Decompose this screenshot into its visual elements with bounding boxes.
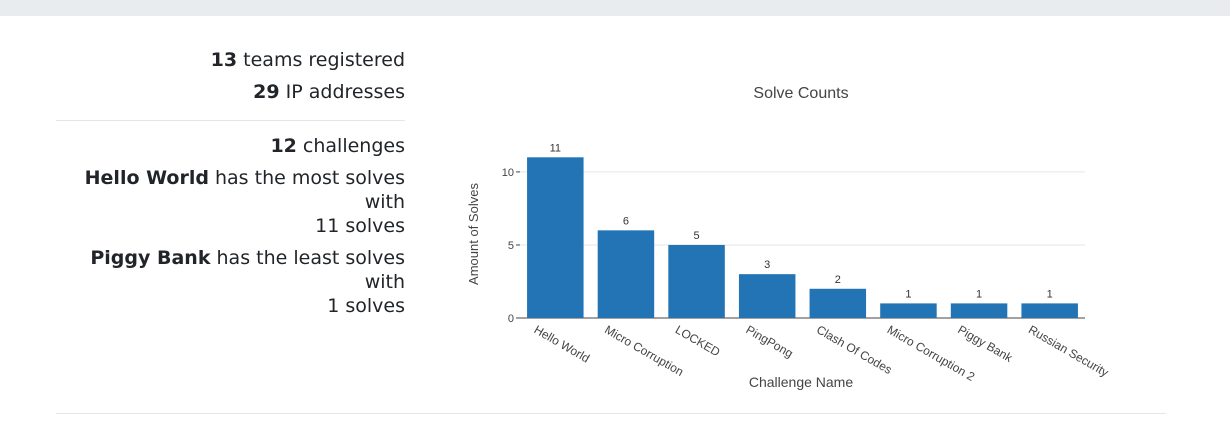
bar-value-label: 1 xyxy=(976,288,982,300)
bar[interactable] xyxy=(668,244,725,318)
bar-value-label: 1 xyxy=(905,288,911,300)
solve-counts-svg: Solve Counts Amount of Solves Challenge … xyxy=(466,85,1111,390)
y-tick-label: 10 xyxy=(502,167,514,179)
bar-value-label: 2 xyxy=(835,274,841,286)
solve-counts-chart: Solve Counts Amount of Solves Challenge … xyxy=(440,60,1160,405)
bar-value-label: 1 xyxy=(1047,288,1053,300)
most-solved-stat: Hello World has the most solves with 11 … xyxy=(56,166,405,238)
top-strip xyxy=(0,0,1230,16)
least-solved-stat: Piggy Bank has the least solves with 1 s… xyxy=(56,246,405,318)
y-axis-label: Amount of Solves xyxy=(466,183,481,285)
most-solved-name: Hello World xyxy=(84,167,209,189)
x-tick-label: Piggy Bank xyxy=(955,322,1015,365)
y-tick-label: 0 xyxy=(508,313,514,325)
challenges-count: 12 xyxy=(270,135,297,157)
teams-count: 13 xyxy=(210,49,238,71)
least-solved-text: has the least solves with xyxy=(210,247,406,293)
bottom-rule xyxy=(56,413,1166,414)
ip-count: 29 xyxy=(253,81,280,103)
bar[interactable] xyxy=(738,274,796,318)
x-tick-label: Russian Security xyxy=(1026,322,1111,379)
ip-addresses-stat: 29 IP addresses xyxy=(56,76,405,108)
x-tick-label: Hello World xyxy=(532,322,593,365)
teams-registered-stat: 13 teams registered xyxy=(56,44,405,76)
most-solved-count: 11 solves xyxy=(315,215,405,237)
least-solved-name: Piggy Bank xyxy=(90,247,211,269)
bar-value-label: 6 xyxy=(623,215,629,227)
bar[interactable] xyxy=(880,303,937,318)
bar-value-label: 3 xyxy=(764,259,770,271)
x-tick-label: Clash Of Codes xyxy=(814,322,894,376)
x-tick-label: LOCKED xyxy=(673,322,723,359)
x-tick-label: PingPong xyxy=(743,322,795,360)
registration-stats: 13 teams registered 29 IP addresses xyxy=(56,44,405,108)
most-solved-text: has the most solves with xyxy=(208,167,405,213)
challenge-stats: 12 challenges Hello World has the most s… xyxy=(56,134,405,326)
stats-divider xyxy=(56,120,405,121)
x-tick-label: Micro Corruption xyxy=(602,322,686,378)
challenges-stat: 12 challenges xyxy=(56,134,405,158)
bar[interactable] xyxy=(950,303,1008,318)
bar-value-label: 5 xyxy=(694,230,700,242)
challenges-label: challenges xyxy=(296,135,405,157)
bar[interactable] xyxy=(1021,303,1078,318)
x-axis-label: Challenge Name xyxy=(749,374,853,390)
bars-layer xyxy=(527,157,1078,318)
bar[interactable] xyxy=(597,230,655,318)
bar[interactable] xyxy=(809,288,867,318)
ip-label: IP addresses xyxy=(279,81,405,103)
teams-label: teams registered xyxy=(237,49,405,71)
chart-title: Solve Counts xyxy=(753,85,848,102)
bar-value-label: 11 xyxy=(550,142,561,154)
y-tick-label: 5 xyxy=(508,240,514,252)
bar[interactable] xyxy=(527,157,584,318)
least-solved-count: 1 solves xyxy=(327,295,405,317)
